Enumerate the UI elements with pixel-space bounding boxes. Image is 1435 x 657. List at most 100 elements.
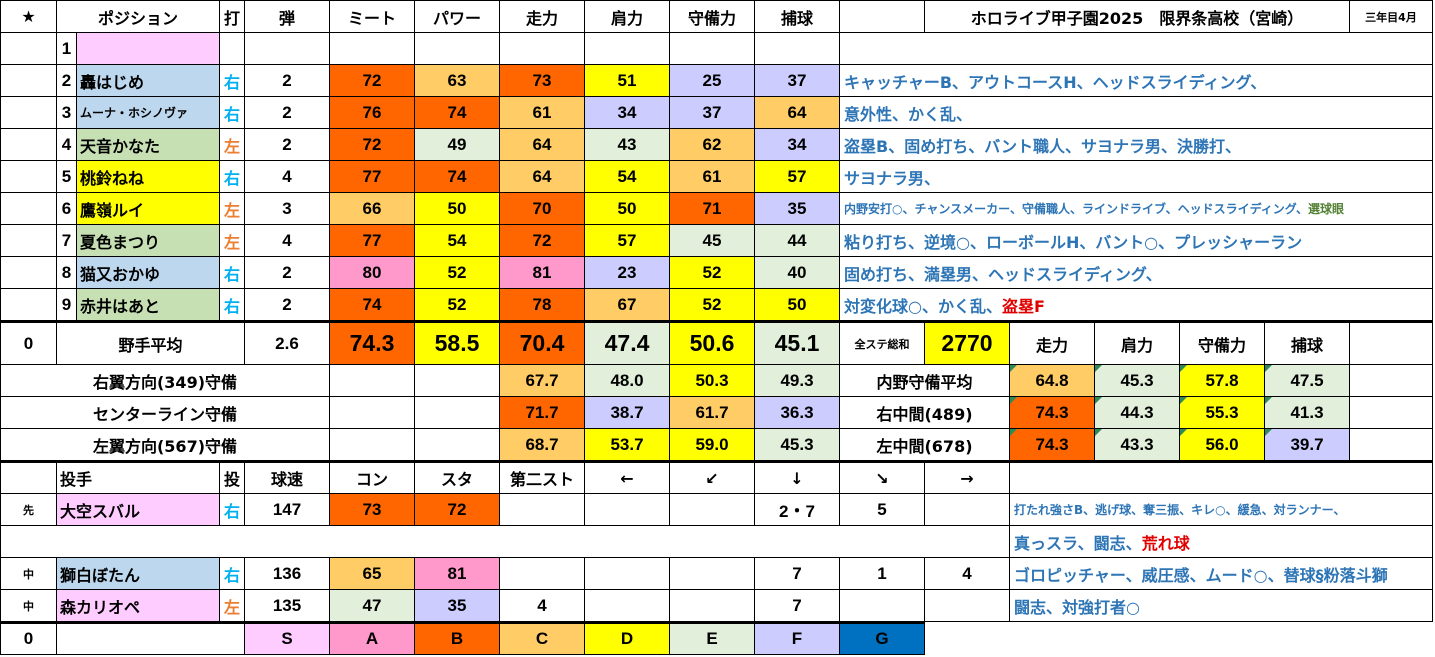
empty-cell — [1350, 397, 1433, 429]
empty-cell — [330, 429, 415, 461]
player-hand: 右 — [220, 289, 245, 321]
grade-legend-c: C — [500, 622, 585, 655]
skill-text: 内野安打○、チャンスメーカー、守備職人、ラインドライブ、ヘッドスライディング、 — [844, 202, 1308, 216]
pitch-right — [925, 494, 1010, 526]
col-header-catch: 捕球 — [755, 0, 840, 33]
stat-catch: 35 — [755, 193, 840, 225]
avg-ballistic: 2.6 — [245, 321, 330, 365]
player-hand: 右 — [220, 65, 245, 97]
skill-list: 粘り打ち、逆境○、ローボールH、バント○、プレッシャーラン — [840, 225, 1433, 257]
empty-cell — [415, 397, 500, 429]
stat-arm: 23 — [585, 257, 670, 289]
stat-catch: 37 — [755, 65, 840, 97]
stat-speed: 72 — [500, 225, 585, 257]
player-name — [77, 33, 220, 65]
stat-meet: 66 — [330, 193, 415, 225]
def-catch: 36.3 — [755, 397, 840, 429]
player-name: 猫又おかゆ — [77, 257, 220, 289]
defense-right-label: 内野守備平均 — [840, 365, 1010, 397]
skill-text: 対変化球○、かく乱、 — [844, 296, 1002, 316]
pitch-right: 4 — [925, 558, 1010, 590]
player-name: 赤井はあと — [77, 289, 220, 321]
stat-meet: 72 — [330, 65, 415, 97]
pitch-down-right — [840, 590, 925, 622]
player-name: 天音かなた — [77, 129, 220, 161]
empty-cell — [0, 225, 57, 257]
grade-legend-b: B — [415, 622, 500, 655]
def-right-arm: 44.3 — [1095, 397, 1180, 429]
skill-list: 対変化球○、かく乱、 盗塁F — [840, 289, 1433, 321]
stat-catch: 40 — [755, 257, 840, 289]
stat-power: 63 — [415, 65, 500, 97]
stat-meet: 80 — [330, 257, 415, 289]
stat-ballistic: 4 — [245, 225, 330, 257]
batting-order: 8 — [57, 257, 77, 289]
pitcher-skills: 闘志、対強打者○ — [1010, 590, 1433, 622]
stat-power: 74 — [415, 161, 500, 193]
col-header-defense: 守備力 — [670, 0, 755, 33]
stat-speed: 81 — [500, 257, 585, 289]
stat-power: 52 — [415, 257, 500, 289]
avg-meet: 74.3 — [330, 321, 415, 365]
stat-catch: 50 — [755, 289, 840, 321]
def-defense: 61.7 — [670, 397, 755, 429]
skill-text: 固め打ち、満塁男、ヘッドスライディング、 — [844, 264, 1162, 284]
pitcher-control: 47 — [330, 590, 415, 622]
pitch-down-right: 1 — [840, 558, 925, 590]
stat-meet: 72 — [330, 129, 415, 161]
def-defense: 50.3 — [670, 365, 755, 397]
stat-ballistic: 2 — [245, 65, 330, 97]
empty-cell — [330, 397, 415, 429]
player-name: 鷹嶺ルイ — [77, 193, 220, 225]
skill-text: 盗塁B、固め打ち、バント職人、サヨナラ男、決勝打、 — [844, 136, 1241, 156]
grade-legend-s: S — [245, 622, 330, 655]
def-catch: 49.3 — [755, 365, 840, 397]
avg-speed: 70.4 — [500, 321, 585, 365]
empty-cell — [57, 622, 245, 655]
header-arm: 肩力 — [1095, 321, 1180, 365]
batting-order: 7 — [57, 225, 77, 257]
col-header-velocity: 球速 — [245, 461, 330, 494]
pitcher-name: 大空スバル — [57, 494, 220, 526]
stat-power — [415, 33, 500, 65]
grade-legend-d: D — [585, 622, 670, 655]
stat-power: 52 — [415, 289, 500, 321]
stat-arm: 54 — [585, 161, 670, 193]
pitcher-role: 中 — [0, 558, 57, 590]
col-header-speed: 走力 — [500, 0, 585, 33]
stat-ballistic: 2 — [245, 257, 330, 289]
stat-ballistic: 2 — [245, 129, 330, 161]
stat-defense — [670, 33, 755, 65]
stat-meet: 76 — [330, 97, 415, 129]
col-header-arm: 肩力 — [585, 0, 670, 33]
pitcher-velocity: 135 — [245, 590, 330, 622]
def-arm: 48.0 — [585, 365, 670, 397]
skill-list: サヨナラ男、 — [840, 161, 1433, 193]
stat-speed — [500, 33, 585, 65]
empty-row — [0, 526, 1010, 558]
pitcher-second-pitch — [500, 494, 585, 526]
skill-text-extra: 選球眼 — [1307, 202, 1344, 216]
player-name: 夏色まつり — [77, 225, 220, 257]
pitcher-stamina: 81 — [415, 558, 500, 590]
avg-catch: 45.1 — [755, 321, 840, 365]
zero-cell: 0 — [0, 321, 57, 365]
def-right-catch: 41.3 — [1265, 397, 1350, 429]
pitch-down: 7 — [755, 590, 840, 622]
player-hand: 左 — [220, 129, 245, 161]
stat-speed: 70 — [500, 193, 585, 225]
def-right-arm: 45.3 — [1095, 365, 1180, 397]
total-label: 全ステ総和 — [840, 321, 925, 365]
stat-meet — [330, 33, 415, 65]
pitcher-stamina: 35 — [415, 590, 500, 622]
skill-list: 固め打ち、満塁男、ヘッドスライディング、 — [840, 257, 1433, 289]
pitcher-skills-2: 真っスラ、闘志、 荒れ球 — [1010, 526, 1433, 558]
avg-power: 58.5 — [415, 321, 500, 365]
pitch-left — [585, 590, 670, 622]
empty-cell — [1350, 429, 1433, 461]
skill-text: 打たれ強さB、逃げ球、奪三振、キレ○、緩急、対ランナー、 — [1014, 503, 1346, 517]
stat-defense: 52 — [670, 257, 755, 289]
stat-defense: 37 — [670, 97, 755, 129]
pitcher-role: 中 — [0, 590, 57, 622]
